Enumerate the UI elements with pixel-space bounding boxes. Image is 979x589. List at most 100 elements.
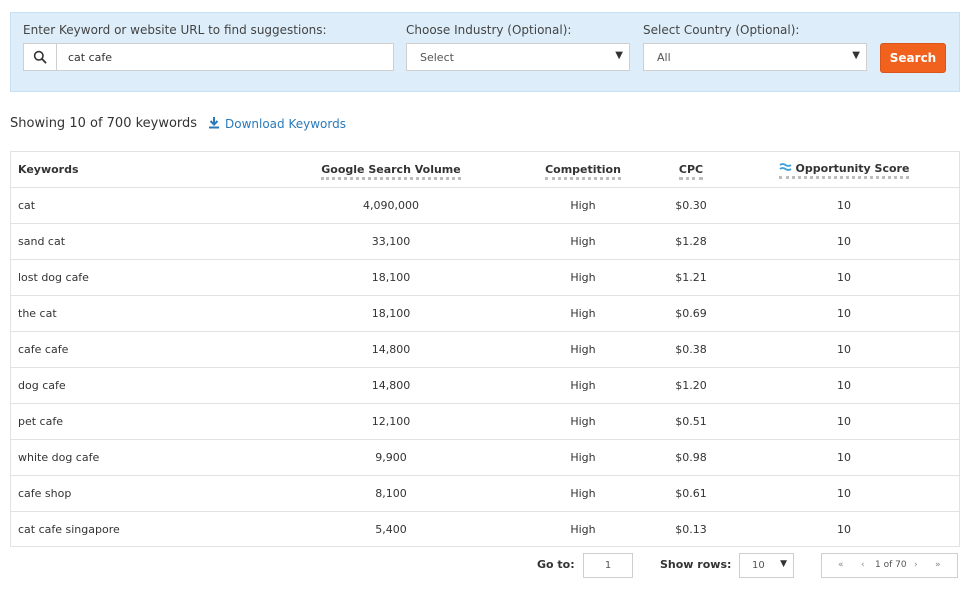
volume-cell: 8,100 [375, 487, 407, 500]
keyword-cell: white dog cafe [18, 451, 100, 464]
search-icon [24, 44, 57, 70]
opportunity-cell: 10 [837, 271, 851, 284]
keyword-input[interactable] [58, 44, 392, 70]
keyword-label: Enter Keyword or website URL to find sug… [23, 23, 327, 37]
header-competition-label: Competition [545, 163, 621, 180]
table-row: dog cafe 14,800 High $1.20 10 [11, 368, 959, 404]
table-row: the cat 18,100 High $0.69 10 [11, 296, 959, 332]
prev-page-button[interactable]: ‹ [861, 560, 865, 570]
table-row: white dog cafe 9,900 High $0.98 10 [11, 440, 959, 476]
results-summary: Showing 10 of 700 keywords [10, 116, 198, 131]
volume-cell: 9,900 [375, 451, 407, 464]
table-row: lost dog cafe 18,100 High $1.21 10 [11, 260, 959, 296]
keyword-field [23, 43, 394, 71]
cpc-cell: $0.51 [675, 415, 707, 428]
keyword-cell: pet cafe [18, 415, 63, 428]
volume-cell: 33,100 [371, 235, 411, 248]
volume-cell: 18,100 [371, 307, 411, 320]
cpc-cell: $0.38 [675, 343, 707, 356]
header-opportunity-score[interactable]: Opportunity Score [771, 152, 917, 187]
table-row: pet cafe 12,100 High $0.51 10 [11, 404, 959, 440]
keyword-cell: the cat [18, 307, 57, 320]
opportunity-cell: 10 [837, 343, 851, 356]
cpc-cell: $0.61 [675, 487, 707, 500]
opportunity-cell: 10 [837, 451, 851, 464]
competition-cell: High [570, 451, 596, 464]
competition-cell: High [570, 415, 596, 428]
opportunity-cell: 10 [837, 307, 851, 320]
search-panel: Enter Keyword or website URL to find sug… [10, 12, 960, 92]
cpc-cell: $0.30 [675, 199, 707, 212]
opportunity-cell: 10 [837, 487, 851, 500]
caret-down-icon: ▼ [852, 50, 860, 61]
opportunity-cell: 10 [837, 523, 851, 536]
competition-cell: High [570, 379, 596, 392]
keyword-cell: sand cat [18, 235, 66, 248]
cpc-cell: $0.69 [675, 307, 707, 320]
header-opportunity-score-label: Opportunity Score [795, 161, 910, 175]
industry-label: Choose Industry (Optional): [406, 23, 572, 37]
caret-down-icon: ▼ [615, 50, 623, 61]
keyword-cell: dog cafe [18, 379, 66, 392]
cpc-cell: $0.13 [675, 523, 707, 536]
header-competition[interactable]: Competition [531, 152, 635, 187]
page-info: 1 of 70 [875, 560, 907, 570]
show-rows-select[interactable]: 10 ▼ [739, 553, 794, 578]
caret-down-icon: ▼ [780, 559, 787, 569]
keyword-cell: cafe cafe [18, 343, 69, 356]
keyword-cell: cat [18, 199, 36, 212]
goto-page-input[interactable] [583, 553, 633, 578]
goto-label: Go to: [537, 558, 575, 571]
volume-cell: 14,800 [371, 343, 411, 356]
opportunity-cell: 10 [837, 235, 851, 248]
download-keywords-label: Download Keywords [225, 117, 346, 131]
next-page-button[interactable]: › [914, 560, 918, 570]
keyword-cell: cafe shop [18, 487, 72, 500]
last-page-button[interactable]: » [935, 560, 941, 570]
table-row: cat cafe singapore 5,400 High $0.13 10 [11, 512, 959, 548]
keyword-cell: cat cafe singapore [18, 523, 120, 536]
show-rows-value: 10 [752, 560, 765, 571]
pagination: « ‹ 1 of 70 › » [821, 553, 958, 578]
opportunity-cell: 10 [837, 199, 851, 212]
cpc-cell: $1.20 [675, 379, 707, 392]
wave-icon [778, 162, 792, 176]
country-select[interactable]: All ▼ [643, 43, 867, 71]
header-search-volume-label: Google Search Volume [321, 163, 461, 180]
show-rows-label: Show rows: [660, 558, 732, 571]
keyword-cell: lost dog cafe [18, 271, 89, 284]
search-button[interactable]: Search [880, 43, 946, 73]
first-page-button[interactable]: « [838, 560, 844, 570]
table-row: sand cat 33,100 High $1.28 10 [11, 224, 959, 260]
header-search-volume[interactable]: Google Search Volume [291, 152, 491, 187]
table-row: cat 4,090,000 High $0.30 10 [11, 188, 959, 224]
volume-cell: 12,100 [371, 415, 411, 428]
competition-cell: High [570, 235, 596, 248]
competition-cell: High [570, 307, 596, 320]
download-icon [208, 116, 220, 132]
industry-select-value: Select [420, 51, 454, 64]
volume-cell: 4,090,000 [363, 199, 419, 212]
volume-cell: 14,800 [371, 379, 411, 392]
keywords-table: Keywords Google Search Volume Competitio… [10, 151, 960, 547]
cpc-cell: $1.28 [675, 235, 707, 248]
header-cpc[interactable]: CPC [651, 152, 731, 187]
opportunity-cell: 10 [837, 379, 851, 392]
cpc-cell: $0.98 [675, 451, 707, 464]
table-header-row: Keywords Google Search Volume Competitio… [11, 152, 959, 188]
header-cpc-label: CPC [678, 163, 704, 180]
competition-cell: High [570, 487, 596, 500]
table-row: cafe shop 8,100 High $0.61 10 [11, 476, 959, 512]
competition-cell: High [570, 199, 596, 212]
opportunity-cell: 10 [837, 415, 851, 428]
table-row: cafe cafe 14,800 High $0.38 10 [11, 332, 959, 368]
cpc-cell: $1.21 [675, 271, 707, 284]
competition-cell: High [570, 523, 596, 536]
country-label: Select Country (Optional): [643, 23, 800, 37]
competition-cell: High [570, 343, 596, 356]
volume-cell: 5,400 [375, 523, 407, 536]
header-keywords[interactable]: Keywords [18, 163, 79, 176]
industry-select[interactable]: Select ▼ [406, 43, 630, 71]
country-select-value: All [657, 51, 671, 64]
download-keywords-link[interactable]: Download Keywords [208, 116, 346, 132]
